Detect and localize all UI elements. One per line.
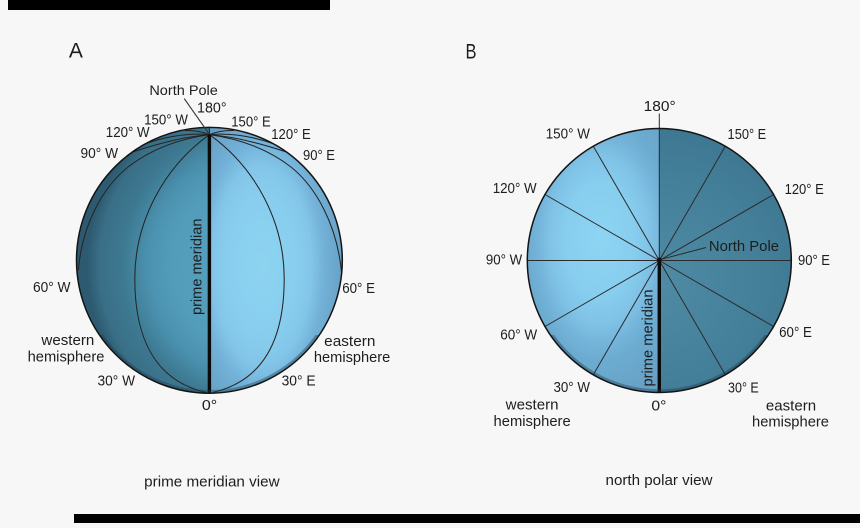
svg-text:north polar view: north polar view — [606, 473, 714, 489]
svg-text:90° E: 90° E — [798, 253, 830, 269]
svg-text:hemisphere: hemisphere — [28, 349, 105, 365]
svg-text:eastern: eastern — [324, 334, 375, 350]
svg-text:0°: 0° — [202, 398, 217, 414]
svg-text:60° E: 60° E — [342, 281, 375, 297]
svg-text:90° E: 90° E — [303, 148, 335, 164]
svg-text:150° W: 150° W — [144, 113, 188, 129]
svg-text:B: B — [466, 41, 477, 64]
svg-text:180°: 180° — [644, 99, 676, 115]
svg-text:prime meridian view: prime meridian view — [144, 474, 280, 490]
svg-text:150° E: 150° E — [728, 127, 767, 143]
svg-text:A: A — [69, 40, 83, 63]
svg-text:30° W: 30° W — [553, 380, 590, 396]
svg-text:North Pole: North Pole — [709, 238, 779, 255]
svg-text:North Pole: North Pole — [149, 82, 218, 98]
svg-text:90° W: 90° W — [486, 253, 523, 269]
svg-text:hemisphere: hemisphere — [752, 414, 829, 430]
svg-text:hemisphere: hemisphere — [494, 414, 571, 430]
svg-text:90° W: 90° W — [81, 146, 119, 162]
svg-text:120° W: 120° W — [106, 125, 150, 141]
svg-text:0°: 0° — [651, 399, 666, 415]
svg-text:30° E: 30° E — [728, 380, 759, 396]
svg-text:150° W: 150° W — [546, 127, 591, 143]
svg-text:prime meridian: prime meridian — [641, 289, 657, 386]
svg-text:180°: 180° — [197, 101, 227, 117]
svg-text:hemisphere: hemisphere — [314, 350, 390, 366]
svg-text:120° E: 120° E — [271, 127, 311, 143]
svg-text:120° W: 120° W — [493, 181, 537, 197]
svg-text:150° E: 150° E — [231, 114, 271, 130]
svg-text:eastern: eastern — [766, 399, 816, 415]
svg-text:prime meridian: prime meridian — [190, 219, 206, 316]
svg-text:60° W: 60° W — [33, 280, 71, 296]
svg-text:60° E: 60° E — [779, 325, 812, 341]
svg-text:30° E: 30° E — [282, 374, 316, 390]
svg-text:western: western — [505, 398, 559, 414]
svg-text:30° W: 30° W — [98, 374, 136, 390]
svg-text:120° E: 120° E — [785, 182, 824, 198]
svg-text:western: western — [40, 333, 94, 349]
svg-text:60° W: 60° W — [500, 328, 537, 344]
